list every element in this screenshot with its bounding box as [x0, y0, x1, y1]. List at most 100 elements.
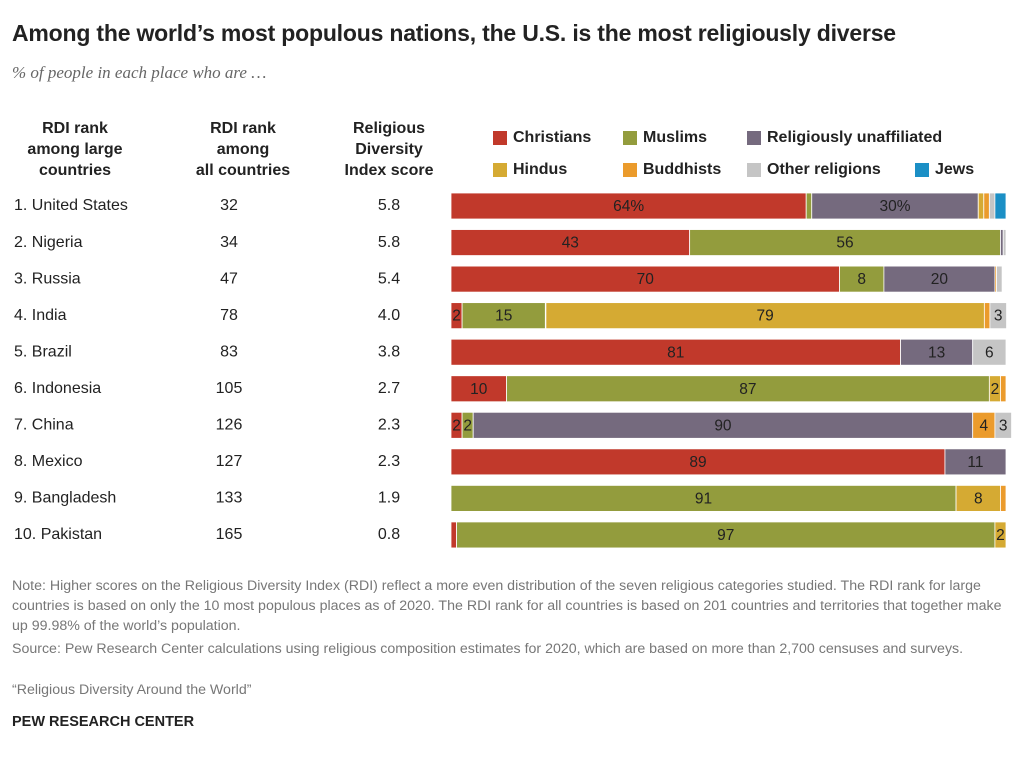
country-name: 7. China	[14, 417, 74, 434]
rdi-rank: 165	[216, 526, 243, 543]
column-header: RDI rank	[210, 120, 276, 137]
data-label: 3	[999, 417, 1008, 434]
data-label: 79	[757, 308, 774, 325]
legend-label: Hindus	[513, 161, 567, 178]
data-label: 2	[991, 381, 1000, 398]
rdi-rank: 78	[220, 307, 238, 324]
data-label: 6	[985, 344, 994, 361]
column-header: RDI rank	[42, 120, 108, 137]
bar-segment	[955, 484, 1001, 512]
data-label: 4	[979, 417, 988, 434]
rdi-rank: 133	[216, 490, 243, 507]
country-name: 4. India	[14, 307, 67, 324]
column-header: Diversity	[355, 141, 423, 158]
source: Source: Pew Research Center calculations…	[12, 641, 964, 657]
data-label: 90	[714, 417, 732, 434]
legend-swatch	[915, 163, 929, 177]
data-label: 3	[994, 308, 1003, 325]
bar-segment	[996, 265, 1003, 293]
legend-swatch	[493, 131, 507, 145]
data-label: 11	[967, 454, 983, 471]
column-header: among	[217, 141, 269, 158]
rdi-score: 5.8	[378, 234, 400, 251]
bar-segment	[450, 375, 507, 403]
legend-swatch	[747, 163, 761, 177]
rdi-score: 1.9	[378, 490, 400, 507]
bar-segment	[883, 265, 996, 293]
country-name: 8. Mexico	[14, 453, 83, 470]
data-label: 20	[931, 271, 949, 288]
bar-segment	[506, 375, 990, 403]
rdi-rank: 32	[220, 197, 238, 214]
rdi-score: 2.7	[378, 380, 400, 397]
rdi-rank: 127	[216, 453, 243, 470]
rdi-rank: 126	[216, 417, 243, 434]
data-label: 8	[857, 271, 866, 288]
bar-segment	[839, 265, 885, 293]
column-header: all countries	[196, 162, 290, 179]
bar-segment	[811, 192, 979, 220]
bar-segment	[994, 521, 1007, 549]
bar-segment	[461, 302, 546, 330]
column-header: Religious	[353, 120, 425, 137]
bar-segment	[1000, 375, 1007, 403]
rdi-rank: 105	[216, 380, 243, 397]
rdi-score: 2.3	[378, 453, 400, 470]
data-label: 87	[739, 381, 756, 398]
bar-segment	[994, 192, 1007, 220]
data-label: 43	[562, 235, 579, 252]
rdi-score: 2.3	[378, 417, 400, 434]
bar-segment	[450, 192, 807, 220]
data-label: 30%	[879, 198, 910, 215]
data-label: 70	[637, 271, 655, 288]
column-header: countries	[39, 162, 111, 179]
country-name: 6. Indonesia	[14, 380, 101, 397]
rdi-rank: 34	[220, 234, 238, 251]
rdi-score: 3.8	[378, 343, 400, 360]
legend-swatch	[623, 131, 637, 145]
rdi-score: 4.0	[378, 307, 400, 324]
rdi-score: 5.4	[378, 270, 400, 287]
note: Note: Higher scores on the Religious Div…	[12, 578, 1002, 634]
country-name: 9. Bangladesh	[14, 490, 116, 507]
bar-segment	[450, 229, 691, 256]
country-name: 1. United States	[14, 197, 128, 214]
bar-segment	[805, 192, 813, 220]
bar-segment	[944, 448, 1007, 476]
data-label: 13	[928, 344, 945, 361]
bar-segment	[1002, 229, 1007, 256]
data-label: 91	[695, 490, 712, 507]
legend-label: Muslims	[643, 129, 707, 146]
data-label: 81	[667, 344, 684, 361]
chart-title: Among the world’s most populous nations,…	[12, 20, 896, 46]
bar-segment	[983, 192, 990, 220]
bar-segment	[1000, 229, 1004, 256]
bar-segment	[900, 338, 974, 366]
bar-segment	[450, 484, 957, 512]
rdi-rank: 47	[220, 270, 238, 287]
rdi-score: 5.8	[378, 197, 400, 214]
legend-label: Other religions	[767, 161, 881, 178]
report-name: “Religious Diversity Around the World”	[12, 682, 252, 698]
bar-segment	[545, 302, 985, 330]
bar-segment	[977, 192, 985, 220]
bar-segment	[450, 265, 840, 293]
data-label: 2	[463, 417, 472, 434]
country-name: 2. Nigeria	[14, 234, 83, 251]
rdi-rank: 83	[220, 343, 238, 360]
column-header: Index score	[345, 162, 434, 179]
legend-label: Buddhists	[643, 161, 721, 178]
data-label: 89	[689, 454, 706, 471]
bar-segment	[988, 192, 996, 220]
column-header: among large	[27, 141, 122, 158]
country-name: 3. Russia	[14, 270, 81, 287]
legend-swatch	[747, 131, 761, 145]
legend-label: Jews	[935, 161, 974, 178]
chart-subtitle: % of people in each place who are …	[12, 63, 267, 82]
bar-segment	[972, 338, 1007, 366]
data-label: 97	[717, 527, 734, 544]
data-label: 2	[452, 308, 461, 325]
legend-swatch	[623, 163, 637, 177]
